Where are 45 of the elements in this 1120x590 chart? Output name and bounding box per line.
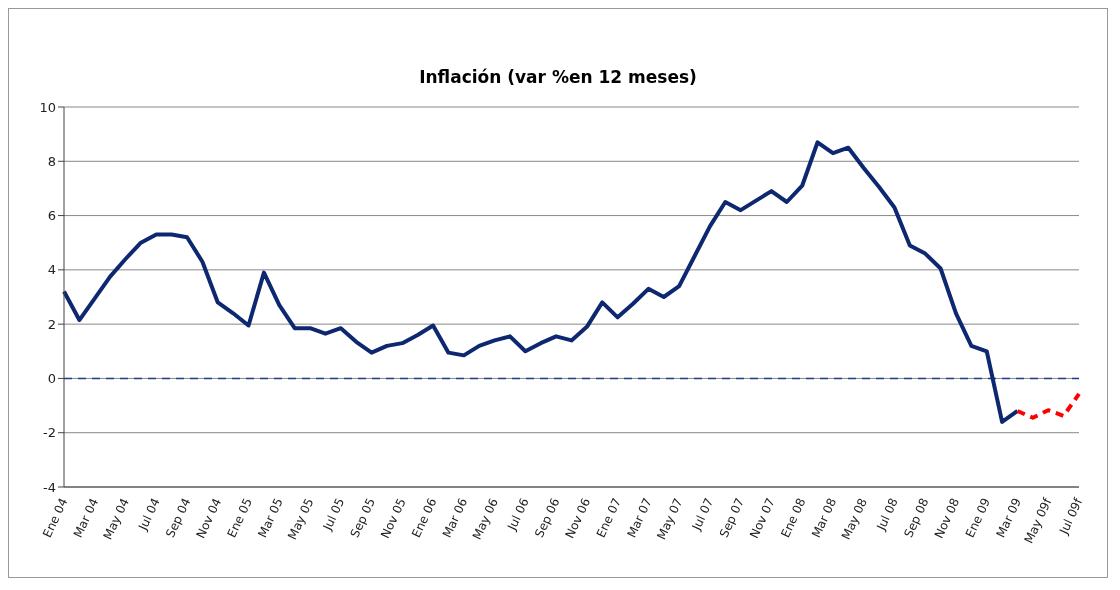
x-tick-label: May 04 — [100, 496, 132, 542]
chart-title: Inflación (var %en 12 meses) — [418, 67, 698, 89]
x-tick-label: Nov 05 — [378, 496, 409, 541]
x-tick-label: Ene 08 — [778, 496, 809, 540]
y-tick-label: 10 — [39, 99, 56, 115]
x-tick-label: Mar 06 — [439, 496, 471, 540]
y-tick-label: 8 — [47, 153, 56, 169]
x-tick-label: Jul 06 — [504, 496, 532, 534]
x-tick-label: May 05 — [285, 496, 317, 542]
x-tick-label: Jul 08 — [873, 496, 901, 534]
x-tick-label: May 08 — [838, 496, 871, 542]
y-tick-label: 2 — [47, 316, 56, 332]
x-tick-label: Jul 09f — [1056, 495, 1086, 538]
x-tick-label: Jul 05 — [319, 496, 348, 534]
x-tick-label: Jul 07 — [688, 496, 717, 534]
y-tick-label: -4 — [43, 479, 56, 495]
x-tick-label: Nov 08 — [931, 496, 963, 541]
x-tick-label: Mar 08 — [808, 496, 840, 540]
y-tick-label: 0 — [47, 371, 56, 387]
line-series — [1015, 391, 1081, 420]
x-tick-label: Mar 09 — [993, 496, 1024, 540]
x-tick-label: Sep 07 — [716, 496, 748, 540]
y-tick-label: 6 — [47, 208, 56, 224]
x-tick-label: Nov 06 — [562, 496, 594, 541]
x-tick-label: Mar 04 — [70, 496, 102, 540]
line-series — [62, 140, 1020, 424]
x-tick-label: Mar 07 — [624, 496, 655, 540]
x-tick-label: Sep 05 — [347, 496, 378, 540]
x-tick-label: Sep 04 — [163, 496, 194, 540]
x-tick-label: Jul 04 — [135, 496, 163, 534]
x-tick-label: Ene 09 — [962, 496, 994, 540]
x-tick-label: May 09f — [1021, 495, 1055, 546]
x-tick-label: May 07 — [654, 496, 686, 542]
x-tick-label: Nov 04 — [193, 496, 225, 541]
x-tick-label: Nov 07 — [747, 496, 778, 541]
x-tick-label: Ene 04 — [40, 496, 71, 540]
x-tick-label: Ene 07 — [593, 496, 624, 540]
x-tick-label: Mar 05 — [255, 496, 286, 540]
x-tick-label: Sep 08 — [901, 496, 932, 540]
x-tick-label: May 06 — [469, 496, 501, 542]
y-tick-label: -2 — [43, 425, 56, 441]
x-tick-label: Sep 06 — [532, 496, 563, 540]
y-tick-label: 4 — [47, 262, 56, 278]
x-tick-label: Ene 05 — [224, 496, 255, 540]
x-tick-label: Ene 06 — [409, 496, 440, 540]
